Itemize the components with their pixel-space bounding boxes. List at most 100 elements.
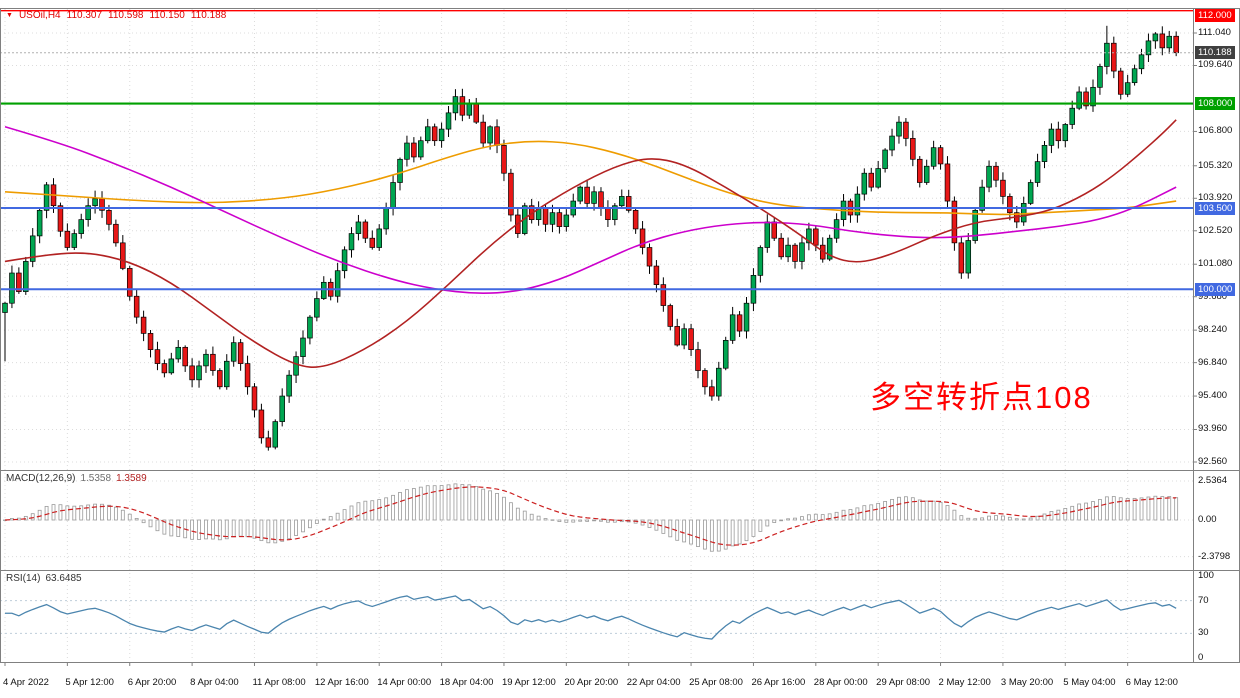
macd-histogram-bar bbox=[224, 519, 229, 540]
candle-up bbox=[882, 149, 888, 169]
candle-up bbox=[1041, 145, 1048, 162]
candle-up bbox=[300, 337, 306, 357]
macd-histogram-bar bbox=[377, 499, 382, 521]
candle-down bbox=[244, 363, 251, 388]
macd-histogram-bar bbox=[945, 504, 950, 521]
macd-histogram-bar bbox=[890, 498, 894, 521]
candle-down bbox=[133, 295, 140, 318]
candle-up bbox=[875, 168, 881, 188]
macd-histogram-bar bbox=[709, 519, 714, 552]
annotation-text: 多空转折点108 bbox=[870, 380, 1093, 415]
candle-down bbox=[501, 145, 507, 174]
candle-up bbox=[452, 96, 459, 114]
candle-down bbox=[431, 126, 438, 142]
candle-up bbox=[92, 198, 98, 207]
candle-down bbox=[1055, 128, 1062, 142]
price-tick-label: 99.680 bbox=[1198, 290, 1228, 302]
candle-down bbox=[120, 242, 126, 269]
macd-histogram-bar bbox=[446, 484, 451, 521]
macd-histogram-bar bbox=[737, 519, 742, 545]
candle-down bbox=[473, 103, 479, 123]
candle-up bbox=[716, 367, 722, 397]
candle-up bbox=[826, 237, 833, 260]
time-axis-label: 11 Apr 08:00 bbox=[252, 677, 306, 688]
candle-down bbox=[140, 316, 147, 334]
candle-up bbox=[889, 135, 895, 151]
candle-down bbox=[736, 314, 743, 332]
macd-histogram-bar bbox=[682, 519, 687, 543]
candle-down bbox=[369, 237, 376, 248]
candle-up bbox=[418, 140, 424, 158]
macd-histogram-bar bbox=[1167, 496, 1172, 521]
macd-histogram-bar bbox=[391, 494, 395, 521]
candle-down bbox=[1117, 70, 1124, 95]
macd-histogram-bar bbox=[703, 519, 707, 550]
macd-histogram-bar bbox=[529, 513, 534, 521]
macd-histogram-bar bbox=[231, 519, 236, 538]
macd-histogram-bar bbox=[301, 519, 305, 533]
macd-histogram-bar bbox=[779, 519, 784, 522]
macd-histogram-bar bbox=[418, 486, 423, 521]
macd-histogram-bar bbox=[197, 519, 201, 540]
candle-up bbox=[591, 191, 597, 204]
price-tick-label: 105.320 bbox=[1198, 159, 1233, 171]
macd-histogram-bar bbox=[730, 519, 735, 547]
time-axis[interactable] bbox=[0, 662, 1240, 698]
candle-up bbox=[1020, 203, 1027, 223]
ohlc-open: 110.307 bbox=[66, 10, 103, 21]
time-axis-label: 4 Apr 2022 bbox=[3, 677, 49, 688]
candle-up bbox=[404, 142, 410, 160]
macd-histogram-bar bbox=[134, 518, 139, 521]
macd-histogram-bar bbox=[578, 519, 583, 522]
macd-histogram-bar bbox=[294, 519, 298, 536]
candle-down bbox=[237, 342, 244, 364]
time-axis-label: 5 Apr 12:00 bbox=[65, 677, 114, 688]
macd-histogram-bar bbox=[855, 507, 860, 521]
macd-histogram-bar bbox=[1111, 496, 1116, 521]
macd-histogram-bar bbox=[245, 519, 250, 538]
macd-histogram-bar bbox=[772, 519, 777, 523]
macd-histogram-bar bbox=[1118, 497, 1123, 521]
candle-up bbox=[577, 186, 583, 202]
candle-up bbox=[293, 356, 299, 376]
candle-down bbox=[792, 244, 798, 262]
candle-up bbox=[1048, 128, 1055, 146]
macd-histogram-bar bbox=[869, 504, 874, 521]
macd-histogram-bar bbox=[765, 519, 770, 527]
macd-histogram-bar bbox=[127, 513, 132, 521]
chart-dropdown-arrow-icon[interactable]: ▼ bbox=[6, 11, 13, 19]
time-axis-label: 5 May 04:00 bbox=[1063, 677, 1116, 688]
candle-down bbox=[868, 172, 874, 188]
macd-histogram-bar bbox=[543, 518, 548, 521]
macd-histogram-bar bbox=[564, 519, 569, 523]
price-tick-label: 106.800 bbox=[1198, 125, 1233, 137]
macd-histogram-bar bbox=[266, 519, 271, 544]
candle-up bbox=[321, 281, 327, 299]
candle-down bbox=[667, 305, 674, 327]
candle-up bbox=[757, 247, 764, 276]
price-tick-label: 101.080 bbox=[1198, 258, 1233, 270]
macd-histogram-bar bbox=[966, 517, 971, 521]
candle-up bbox=[1166, 35, 1172, 49]
macd-histogram-bar bbox=[1139, 497, 1144, 521]
candle-down bbox=[556, 212, 563, 227]
macd-histogram-bar bbox=[502, 496, 506, 521]
candle-down bbox=[258, 409, 265, 439]
candle-up bbox=[438, 128, 445, 142]
price-badge-108.000: 108.000 bbox=[1195, 97, 1236, 111]
macd-histogram-bar bbox=[751, 519, 756, 537]
macd-histogram-bar bbox=[1174, 497, 1179, 521]
macd-histogram-bar bbox=[425, 485, 430, 521]
candle-up bbox=[806, 228, 812, 244]
macd-histogram-bar bbox=[585, 519, 590, 522]
macd-histogram-bar bbox=[488, 490, 493, 521]
macd-histogram-bar bbox=[37, 509, 42, 521]
candle-up bbox=[279, 395, 285, 422]
macd-histogram-bar bbox=[162, 519, 167, 535]
candle-up bbox=[549, 212, 556, 225]
candle-up bbox=[196, 365, 202, 381]
candle-up bbox=[272, 421, 279, 448]
time-axis-label: 19 Apr 12:00 bbox=[501, 677, 556, 688]
candle-down bbox=[944, 163, 951, 202]
